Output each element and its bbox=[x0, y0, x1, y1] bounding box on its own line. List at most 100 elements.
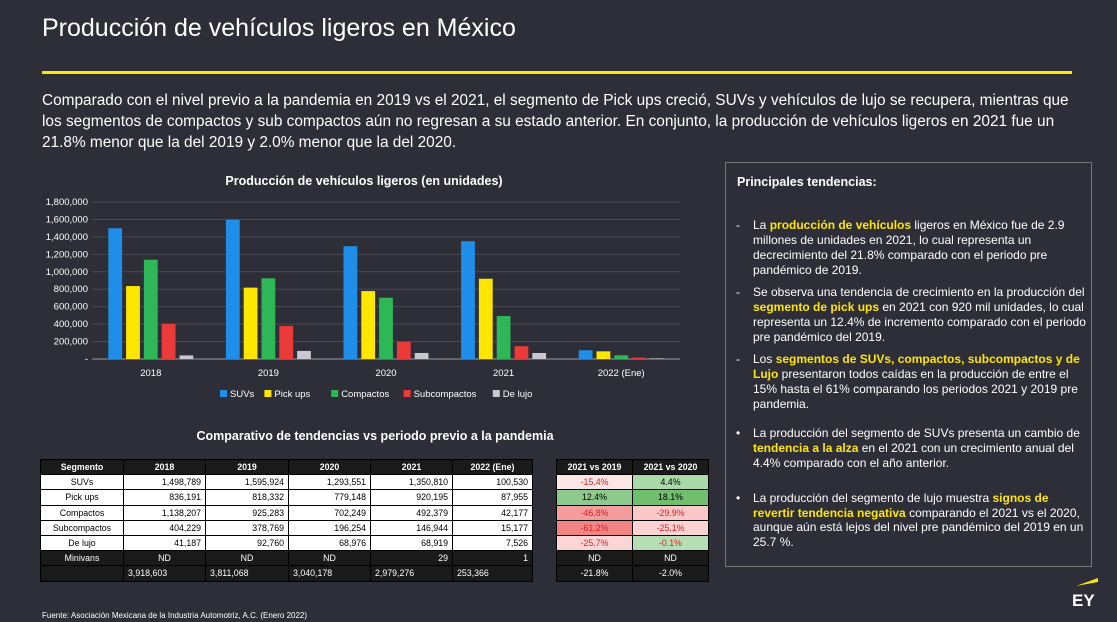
highlight-text: signos de revertir tendencia negativa bbox=[753, 490, 1049, 520]
column-header: 2021 bbox=[370, 458, 453, 476]
value-cell: 836,191 bbox=[123, 489, 206, 506]
comparison-table-header: 2021 vs 2019 2021 vs 2020 bbox=[556, 458, 709, 476]
y-tick-label: 600,000 bbox=[54, 302, 88, 313]
bar-subcompactos-2022 bbox=[632, 357, 646, 359]
bar-pick-ups-2020 bbox=[361, 291, 376, 359]
value-cell: 92,760 bbox=[205, 534, 289, 552]
segment-cell: Minivans bbox=[40, 550, 124, 567]
column-header: 2021 vs 2019 bbox=[556, 458, 633, 476]
y-tick-label: - bbox=[85, 354, 88, 365]
bar-de-lujo-2018 bbox=[179, 355, 194, 359]
bullet-marker: - bbox=[736, 218, 740, 232]
y-tick-label: 1,200,000 bbox=[46, 249, 88, 260]
legend-swatch bbox=[331, 390, 339, 397]
value-cell: 1,595,924 bbox=[205, 474, 289, 491]
source-note: Fuente: Asociación Mexicana de la Indust… bbox=[42, 611, 308, 620]
ey-logo-icon: EY bbox=[1072, 578, 1098, 610]
table-title: Comparativo de tendencias vs periodo pre… bbox=[196, 429, 554, 443]
bullet-text: en el 2021 con un crecimiento anual del … bbox=[753, 440, 1074, 470]
trend-bullet: - La producción de vehículos ligeros en M… bbox=[736, 218, 1086, 278]
bullet-marker: - bbox=[736, 285, 740, 300]
value-cell: 41,187 bbox=[123, 534, 206, 552]
page-title: Producción de vehículos ligeros en Méxic… bbox=[42, 14, 516, 42]
table-row: 12.4% 18.1% bbox=[556, 489, 709, 506]
y-tick-label: 1,600,000 bbox=[46, 214, 88, 225]
change-cell: 18.1% bbox=[632, 489, 709, 506]
value-cell: 1,498,789 bbox=[123, 474, 206, 491]
value-cell: 146,944 bbox=[370, 519, 453, 536]
bar-suvs-2022 bbox=[578, 350, 593, 359]
total-change-cell: -2.0% bbox=[632, 565, 709, 582]
change-cell: 12.4% bbox=[556, 489, 633, 506]
segment-cell: Compactos bbox=[40, 504, 124, 521]
bar-suvs-2021 bbox=[461, 241, 475, 359]
value-cell: 68,919 bbox=[370, 534, 453, 552]
y-tick-label: 1,000,000 bbox=[46, 267, 88, 278]
bullet-text: Se observa una tendencia de crecimiento … bbox=[753, 285, 1085, 300]
trend-bullet: - Se observa una tendencia de crecimiento… bbox=[736, 285, 1086, 345]
trends-panel: Principales tendencias: - La producción d… bbox=[725, 162, 1092, 567]
value-cell: 100,530 bbox=[452, 474, 533, 491]
value-cell: 29 bbox=[370, 550, 453, 567]
legend-label: Pick ups bbox=[274, 389, 310, 400]
bar-subcompactos-2018 bbox=[161, 323, 176, 359]
bar-pick-ups-2022 bbox=[596, 351, 611, 359]
bullet-text: La producción del segmento de lujo muest… bbox=[753, 490, 993, 505]
segment-cell: De lujo bbox=[40, 534, 124, 552]
bar-compactos-2021 bbox=[496, 316, 511, 359]
trends-title: Principales tendencias: bbox=[737, 175, 877, 189]
totals-label-cell bbox=[40, 565, 124, 582]
legend-swatch bbox=[220, 390, 227, 397]
table-row: ND ND bbox=[556, 550, 709, 567]
bullet-text: presentaron todos caídas en la producció… bbox=[753, 367, 1078, 411]
value-cell: ND bbox=[205, 550, 289, 567]
comparison-table: 2021 vs 2019 2021 vs 2020 -15.4% 4.4% 12.4%… bbox=[556, 458, 709, 582]
highlight-text: segmento de pick ups bbox=[753, 300, 880, 315]
bar-de-lujo-2020 bbox=[414, 352, 429, 359]
segment-cell: Pick ups bbox=[40, 489, 124, 506]
total-cell: 3,811,068 bbox=[205, 565, 289, 582]
x-tick-label: 2018 bbox=[140, 368, 161, 379]
ey-logo-accent-icon bbox=[1076, 578, 1098, 586]
change-cell: -61.2% bbox=[556, 519, 633, 536]
change-cell: -25.1% bbox=[632, 519, 709, 536]
value-cell: 492,379 bbox=[370, 504, 453, 521]
value-cell: ND bbox=[288, 550, 371, 567]
bar-subcompactos-2019 bbox=[279, 325, 294, 359]
bullet-text: La bbox=[753, 218, 770, 232]
legend-label: De lujo bbox=[503, 389, 533, 400]
bullet-text: comparando el 2021 vs el 2020, aunque aú… bbox=[753, 505, 1084, 550]
bar-subcompactos-2021 bbox=[514, 346, 529, 359]
trend-bullet: - Los segmentos de SUVs, compactos, subco… bbox=[736, 352, 1086, 412]
production-table: Segmento 2018 2019 2020 2021 2022 (Ene) SUVs 1… bbox=[40, 458, 533, 582]
change-cell: -46.8% bbox=[556, 504, 633, 521]
bar-subcompactos-2020 bbox=[396, 341, 411, 359]
legend-label: Subcompactos bbox=[414, 389, 477, 400]
column-header: 2019 bbox=[205, 458, 289, 476]
value-cell: 1,293,551 bbox=[288, 474, 371, 491]
legend-label: Compactos bbox=[341, 389, 389, 400]
table-row: -15.4% 4.4% bbox=[556, 474, 709, 491]
bar-suvs-2020 bbox=[343, 246, 358, 359]
table-row: Compactos 1,138,207 925,283 702,249 492,379 4… bbox=[40, 504, 533, 521]
y-tick-label: 800,000 bbox=[54, 284, 88, 295]
column-header: 2020 bbox=[288, 458, 371, 476]
bar-pick-ups-2019 bbox=[243, 287, 258, 359]
bullet-text: en 2021 con 920 mil unidades, lo cual re… bbox=[753, 300, 1086, 344]
value-cell: 7,526 bbox=[452, 534, 533, 552]
value-cell: 818,332 bbox=[205, 489, 289, 506]
total-cell: 3,040,178 bbox=[288, 565, 371, 582]
value-cell: 779,148 bbox=[288, 489, 371, 506]
table-row: SUVs 1,498,789 1,595,924 1,293,551 1,350,810… bbox=[40, 474, 533, 491]
legend-swatch bbox=[403, 390, 411, 397]
change-cell: 4.4% bbox=[632, 474, 709, 491]
table-row: De lujo 41,187 92,760 68,976 68,919 7,526 bbox=[40, 534, 533, 552]
legend-swatch bbox=[492, 390, 500, 397]
x-tick-label: 2020 bbox=[375, 368, 396, 379]
bar-suvs-2018 bbox=[108, 228, 123, 359]
bar-pick-ups-2018 bbox=[126, 286, 140, 359]
summary-paragraph: Comparado con el nivel previo a la pande… bbox=[42, 92, 1069, 151]
value-cell: 702,249 bbox=[288, 504, 371, 521]
table-row: -46.8% -29.9% bbox=[556, 504, 709, 521]
total-cell: 2,979,276 bbox=[370, 565, 453, 582]
